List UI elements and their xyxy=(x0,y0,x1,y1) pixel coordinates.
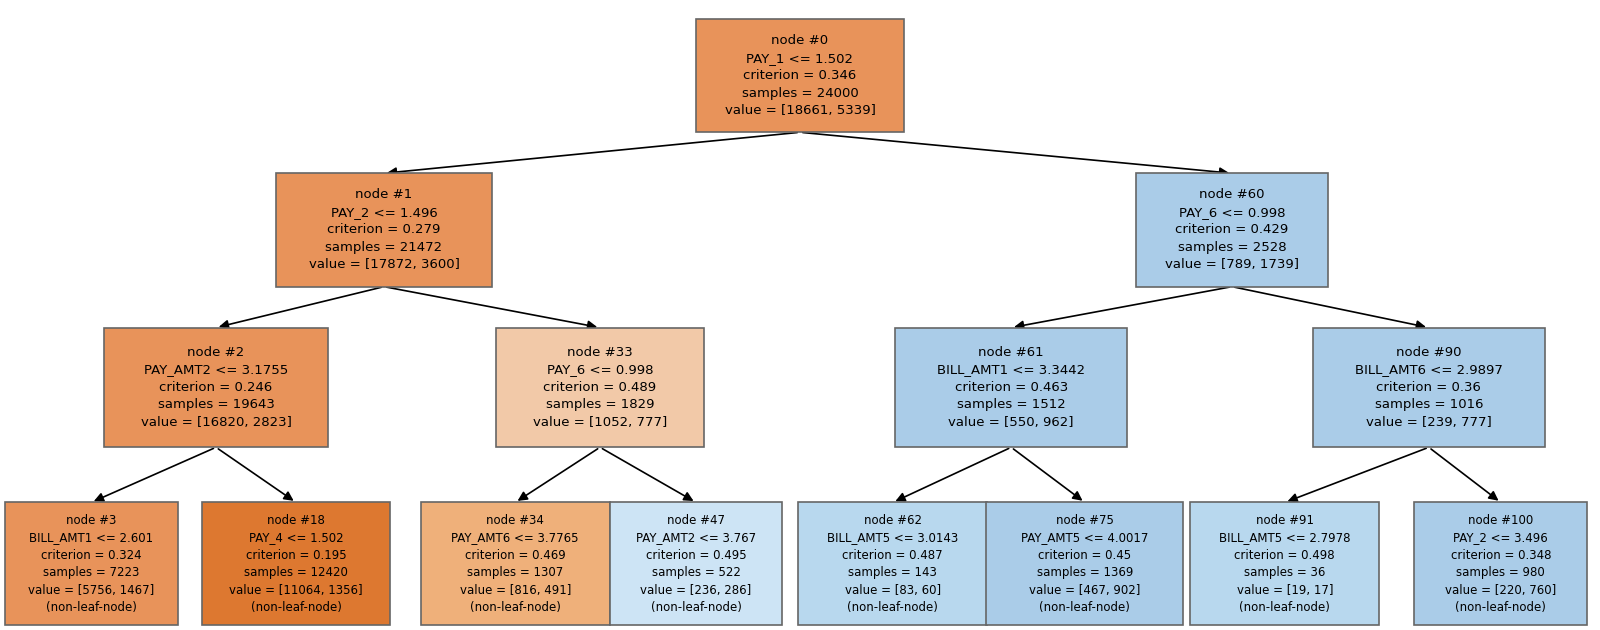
Text: node #0
PAY_1 <= 1.502
criterion = 0.346
samples = 24000
value = [18661, 5339]: node #0 PAY_1 <= 1.502 criterion = 0.346… xyxy=(725,34,875,117)
Text: node #3
BILL_AMT1 <= 2.601
criterion = 0.324
samples = 7223
value = [5756, 1467]: node #3 BILL_AMT1 <= 2.601 criterion = 0… xyxy=(29,513,154,614)
FancyBboxPatch shape xyxy=(202,503,390,625)
Text: node #62
BILL_AMT5 <= 3.0143
criterion = 0.487
samples = 143
value = [83, 60]
(n: node #62 BILL_AMT5 <= 3.0143 criterion =… xyxy=(827,513,958,614)
FancyBboxPatch shape xyxy=(610,503,782,625)
FancyBboxPatch shape xyxy=(986,503,1184,625)
Text: node #60
PAY_6 <= 0.998
criterion = 0.429
samples = 2528
value = [789, 1739]: node #60 PAY_6 <= 0.998 criterion = 0.42… xyxy=(1165,188,1299,272)
FancyBboxPatch shape xyxy=(5,503,178,625)
FancyBboxPatch shape xyxy=(277,173,493,287)
FancyBboxPatch shape xyxy=(1190,503,1379,625)
FancyBboxPatch shape xyxy=(696,19,904,132)
Text: node #75
PAY_AMT5 <= 4.0017
criterion = 0.45
samples = 1369
value = [467, 902]
(: node #75 PAY_AMT5 <= 4.0017 criterion = … xyxy=(1021,513,1149,614)
Text: node #1
PAY_2 <= 1.496
criterion = 0.279
samples = 21472
value = [17872, 3600]: node #1 PAY_2 <= 1.496 criterion = 0.279… xyxy=(309,188,459,272)
FancyBboxPatch shape xyxy=(798,503,987,625)
Text: node #34
PAY_AMT6 <= 3.7765
criterion = 0.469
samples = 1307
value = [816, 491]
: node #34 PAY_AMT6 <= 3.7765 criterion = … xyxy=(451,513,579,614)
FancyBboxPatch shape xyxy=(1136,173,1328,287)
FancyBboxPatch shape xyxy=(896,328,1126,447)
Text: node #91
BILL_AMT5 <= 2.7978
criterion = 0.498
samples = 36
value = [19, 17]
(no: node #91 BILL_AMT5 <= 2.7978 criterion =… xyxy=(1219,513,1350,614)
FancyBboxPatch shape xyxy=(496,328,704,447)
Text: node #33
PAY_6 <= 0.998
criterion = 0.489
samples = 1829
value = [1052, 777]: node #33 PAY_6 <= 0.998 criterion = 0.48… xyxy=(533,346,667,429)
Text: node #90
BILL_AMT6 <= 2.9897
criterion = 0.36
samples = 1016
value = [239, 777]: node #90 BILL_AMT6 <= 2.9897 criterion =… xyxy=(1355,346,1502,429)
FancyBboxPatch shape xyxy=(421,503,610,625)
FancyBboxPatch shape xyxy=(104,328,328,447)
Text: node #61
BILL_AMT1 <= 3.3442
criterion = 0.463
samples = 1512
value = [550, 962]: node #61 BILL_AMT1 <= 3.3442 criterion =… xyxy=(938,346,1085,429)
Text: node #100
PAY_2 <= 3.496
criterion = 0.348
samples = 980
value = [220, 760]
(non: node #100 PAY_2 <= 3.496 criterion = 0.3… xyxy=(1445,513,1557,614)
Text: node #47
PAY_AMT2 <= 3.767
criterion = 0.495
samples = 522
value = [236, 286]
(n: node #47 PAY_AMT2 <= 3.767 criterion = 0… xyxy=(635,513,757,614)
Text: node #18
PAY_4 <= 1.502
criterion = 0.195
samples = 12420
value = [11064, 1356]
: node #18 PAY_4 <= 1.502 criterion = 0.19… xyxy=(229,513,363,614)
Text: node #2
PAY_AMT2 <= 3.1755
criterion = 0.246
samples = 19643
value = [16820, 282: node #2 PAY_AMT2 <= 3.1755 criterion = 0… xyxy=(141,346,291,429)
FancyBboxPatch shape xyxy=(1414,503,1587,625)
FancyBboxPatch shape xyxy=(1312,328,1546,447)
